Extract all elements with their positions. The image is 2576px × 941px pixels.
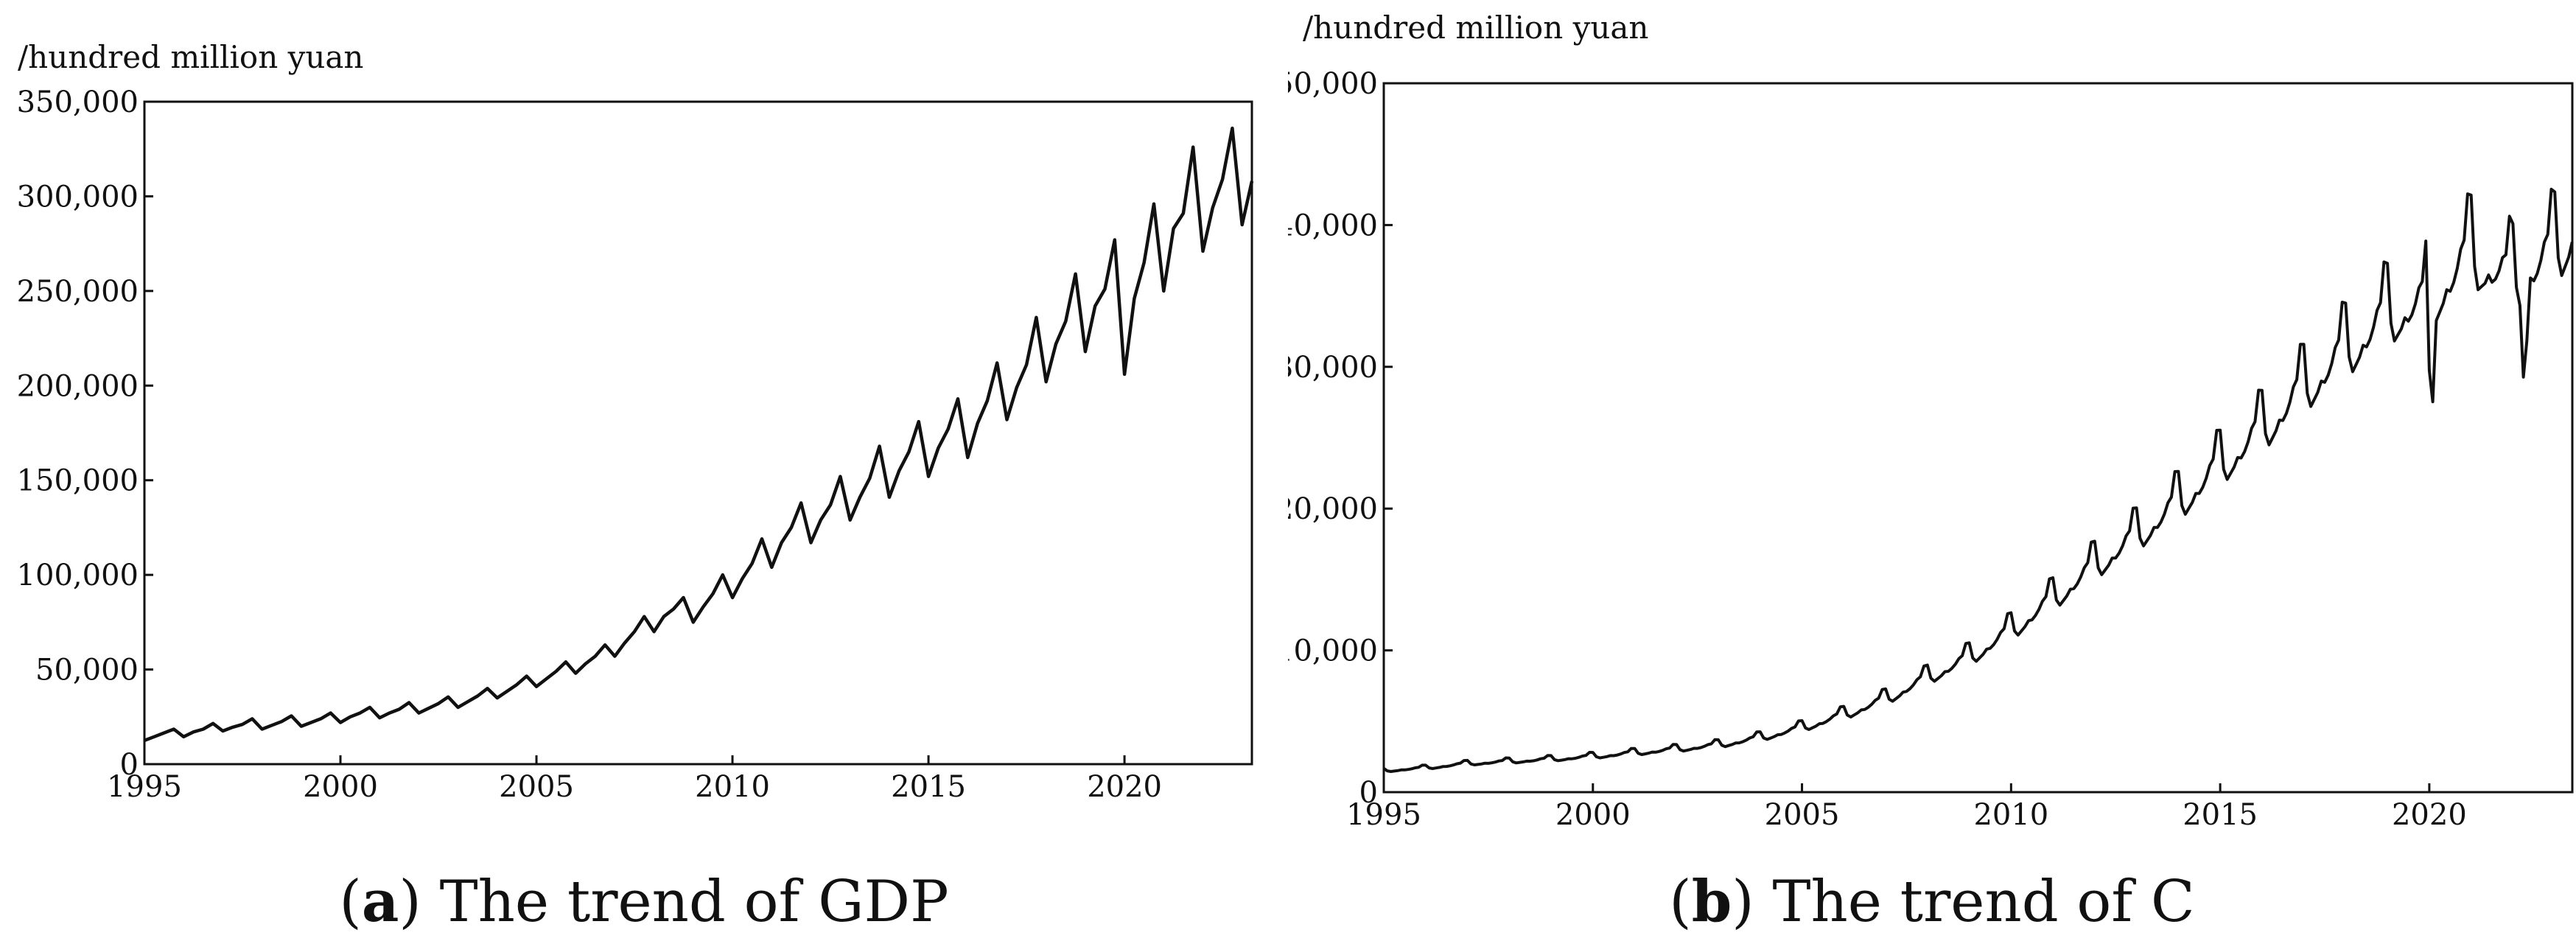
consumption-y-tick-label: 40,000	[1288, 209, 1378, 242]
consumption-y-axis: 0 10,000 20,000 30,000 40,000 50,000	[1288, 67, 1393, 810]
gdp-y-tick-label: 150,000	[17, 464, 139, 498]
consumption-x-tick-label: 2015	[2183, 798, 2258, 832]
consumption-y-tick-label: 50,000	[1288, 67, 1378, 101]
gdp-plot-frame	[143, 100, 1253, 766]
consumption-x-tick-label: 2010	[1973, 798, 2048, 832]
gdp-x-tick-label: 2020	[1087, 770, 1162, 804]
consumption-caption: (b) The trend of C	[1669, 868, 2195, 935]
consumption-series-line	[1382, 187, 2574, 773]
gdp-y-tick-label: 300,000	[17, 180, 139, 214]
gdp-y-tick-label: 50,000	[35, 654, 139, 688]
consumption-x-tick-label: 2020	[2392, 798, 2467, 832]
panel-consumption: /hundred million yuan 0 10,000 20,000 30,00…	[1288, 0, 2576, 941]
gdp-series-line	[144, 126, 1254, 743]
consumption-y-tick-label: 20,000	[1288, 492, 1378, 526]
gdp-y-tick-label: 0	[120, 748, 139, 782]
gdp-y-tick-label: 100,000	[17, 559, 139, 592]
gdp-x-tick-label: 2010	[695, 770, 770, 804]
consumption-x-tick-label: 2005	[1765, 798, 1840, 832]
consumption-x-axis: 1995 2000 2005 2010 2015 2020	[1346, 783, 2467, 832]
panel-gdp: /hundred million yuan 0 50,000 100,000 150,…	[17, 39, 1254, 935]
gdp-x-tick-label: 2000	[303, 770, 378, 804]
consumption-y-tick-label: 30,000	[1288, 351, 1378, 385]
gdp-x-tick-label: 1995	[107, 770, 182, 804]
gdp-x-axis: 1995 2000 2005 2010 2015 2020	[107, 755, 1162, 804]
consumption-y-tick-label: 10,000	[1288, 634, 1378, 668]
gdp-y-tick-label: 250,000	[17, 275, 139, 309]
consumption-x-tick-label: 1995	[1346, 798, 1421, 832]
gdp-unit-label: /hundred million yuan	[18, 39, 363, 75]
consumption-unit-label: /hundred million yuan	[1303, 10, 1648, 46]
consumption-chart: /hundred million yuan 0 10,000 20,000 30,00…	[1288, 10, 2574, 935]
gdp-x-tick-label: 2015	[891, 770, 966, 804]
gdp-y-tick-label: 350,000	[17, 85, 139, 119]
gdp-y-tick-label: 200,000	[17, 369, 139, 403]
gdp-x-tick-label: 2005	[499, 770, 574, 804]
gdp-y-axis: 0 50,000 100,000 150,000 200,000 250,000 300,0…	[17, 85, 153, 782]
consumption-plot-frame	[1382, 82, 2574, 794]
consumption-x-tick-label: 2000	[1555, 798, 1631, 832]
consumption-y-tick-label: 0	[1359, 776, 1378, 810]
gdp-chart: /hundred million yuan 0 50,000 100,000 150,…	[17, 39, 1254, 935]
gdp-caption: (a) The trend of GDP	[339, 868, 948, 935]
